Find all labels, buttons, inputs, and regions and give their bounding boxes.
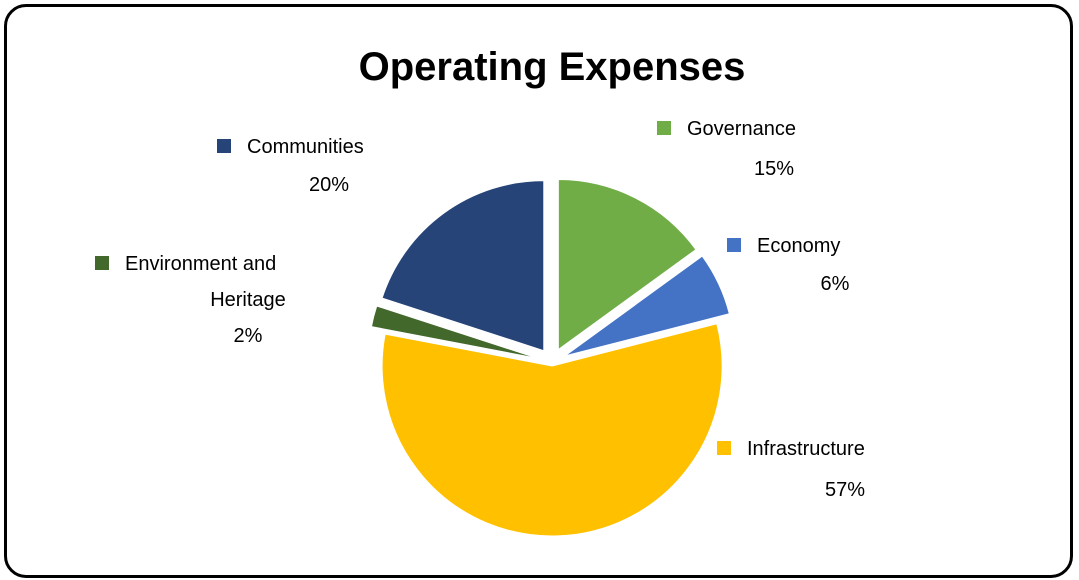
- slice-percent-infrastructure: 57%: [825, 479, 865, 501]
- slice-percent-environment-and-heritage: 2%: [234, 325, 263, 347]
- pie-slices: [370, 179, 730, 537]
- slice-percent-communities: 20%: [309, 174, 349, 196]
- pie-slice-economy: [564, 255, 730, 357]
- legend-key-infrastructure: [717, 441, 731, 455]
- data-label-infrastructure: Infrastructure 57%: [717, 438, 865, 501]
- data-labels: Governance 15% Economy 6% Infrastructure 57% E…: [95, 118, 865, 501]
- slice-label-communities: Communities: [247, 136, 364, 158]
- chart-frame: Operating Expenses Governance 15% Economy 6…: [4, 4, 1073, 578]
- data-label-environment-and-heritage: Environment and Heritage 2%: [95, 253, 286, 347]
- pie-slice-infrastructure: [381, 323, 723, 537]
- slice-label-economy: Economy: [757, 235, 840, 257]
- pie-slice-environment-and-heritage: [370, 305, 539, 360]
- pie-slice-governance: [557, 179, 697, 351]
- slice-label-governance: Governance: [687, 118, 796, 140]
- legend-key-communities: [217, 139, 231, 153]
- pie-slice-communities: [381, 180, 545, 352]
- data-label-communities: Communities 20%: [217, 136, 364, 196]
- legend-key-environment-and-heritage: [95, 256, 109, 270]
- data-label-economy: Economy 6%: [727, 235, 850, 295]
- legend-key-economy: [727, 238, 741, 252]
- data-label-governance: Governance 15%: [657, 118, 796, 180]
- legend-key-governance: [657, 121, 671, 135]
- slice-label-infrastructure: Infrastructure: [747, 438, 865, 460]
- pie-chart: Operating Expenses Governance 15% Economy 6…: [95, 45, 865, 537]
- chart-title: Operating Expenses: [359, 45, 746, 89]
- slice-label-environment-and-heritage: Environment and Heritage: [125, 253, 286, 311]
- slice-percent-governance: 15%: [754, 158, 794, 180]
- slice-percent-economy: 6%: [821, 273, 850, 295]
